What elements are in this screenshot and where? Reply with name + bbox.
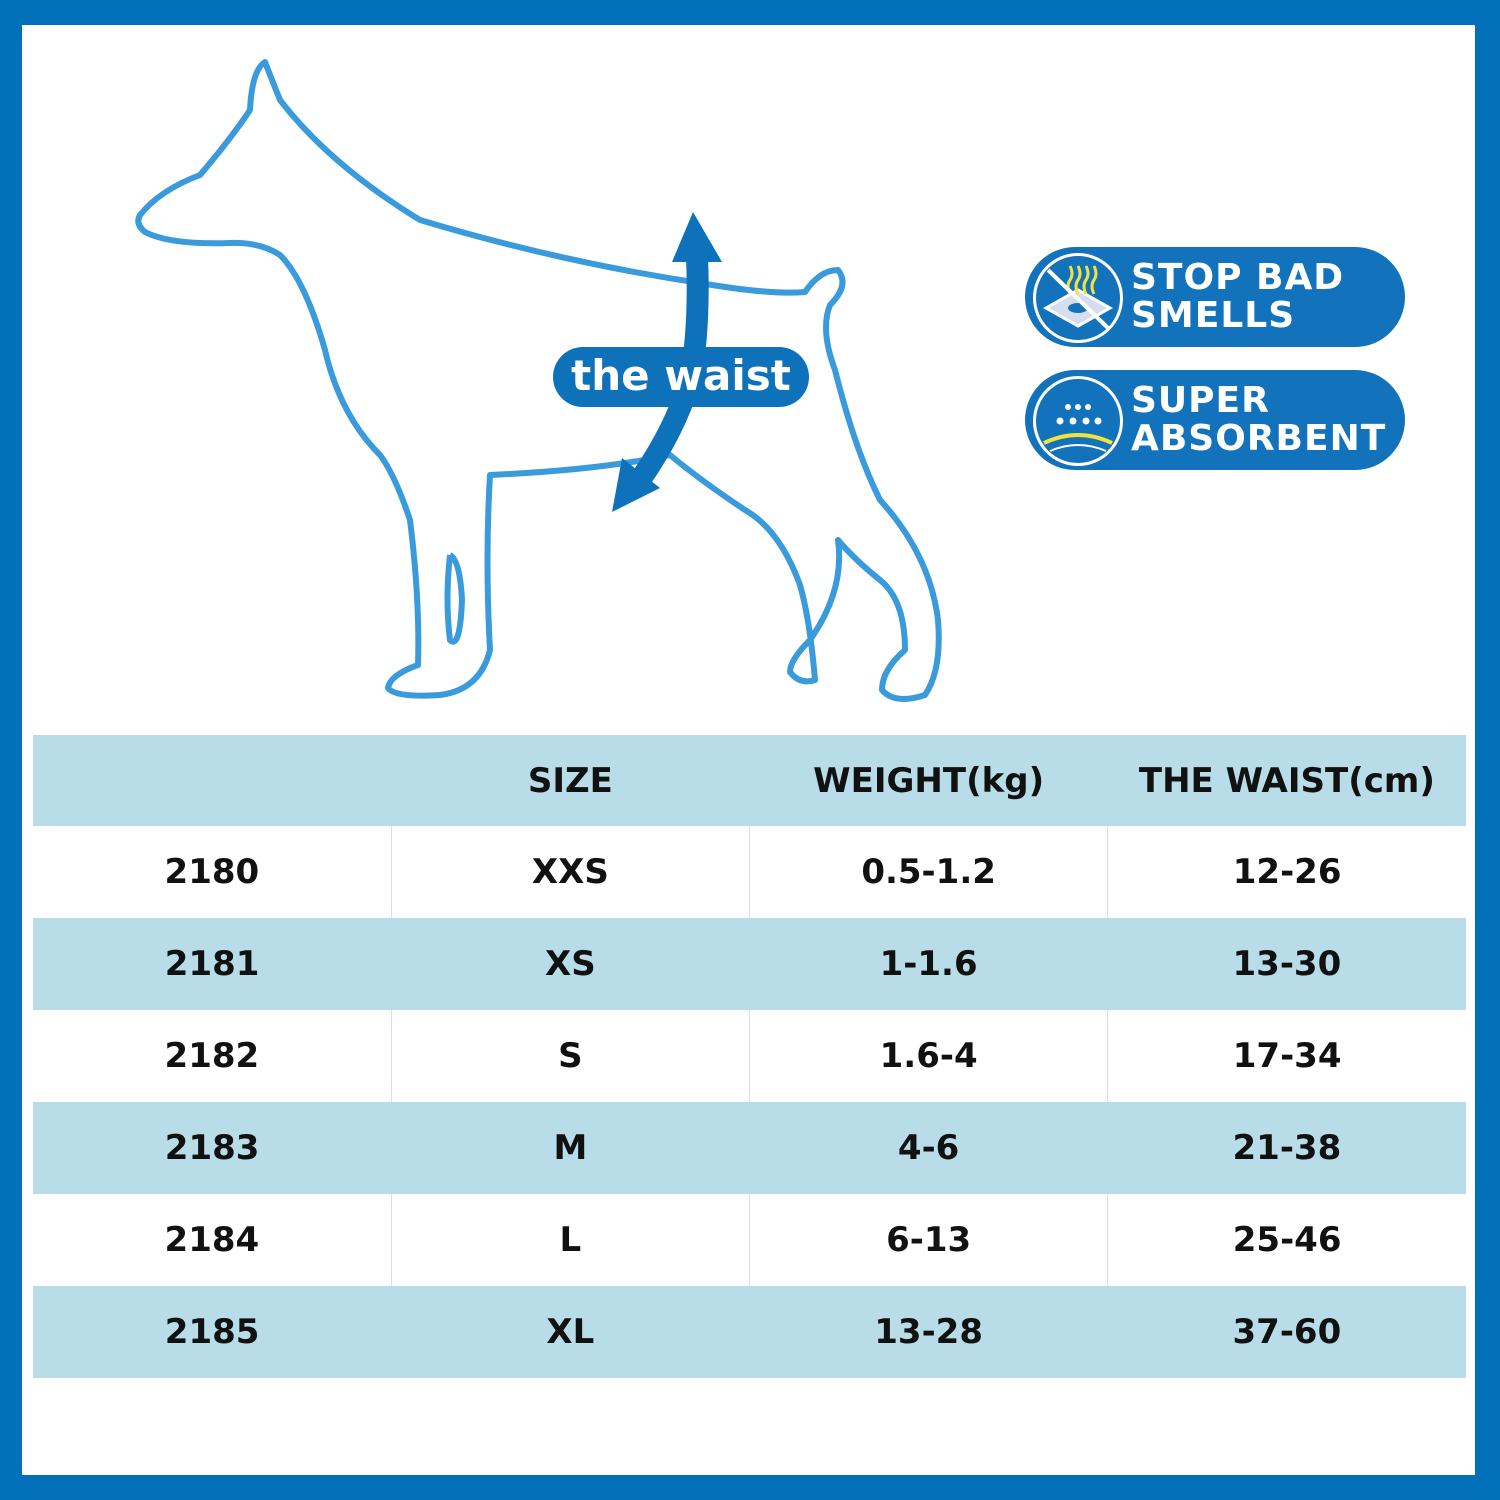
header-weight: WEIGHT(kg) (749, 735, 1108, 826)
table-row: 2185 XL 13-28 37-60 (33, 1286, 1466, 1378)
header-model (33, 735, 392, 826)
waist-label: the waist (553, 347, 809, 407)
table-row: 2180 XXS 0.5-1.2 12-26 (33, 826, 1466, 918)
cell-weight: 1.6-4 (748, 1010, 1108, 1102)
cell-waist: 25-46 (1107, 1194, 1466, 1286)
badge-line1: STOP BAD (1131, 257, 1345, 298)
cell-weight: 6-13 (748, 1194, 1108, 1286)
cell-model: 2185 (33, 1286, 392, 1378)
table-header-row: SIZE WEIGHT(kg) THE WAIST(cm) (33, 735, 1466, 826)
cell-size: XXS (390, 826, 750, 918)
size-table: SIZE WEIGHT(kg) THE WAIST(cm) 2180 XXS 0… (33, 735, 1466, 1378)
cell-model: 2183 (33, 1102, 392, 1194)
cell-model: 2181 (33, 918, 392, 1010)
cell-weight: 1-1.6 (749, 918, 1108, 1010)
badge-super-absorbent: SUPER ABSORBENT (1025, 370, 1405, 470)
badge-line1: SUPER (1131, 380, 1270, 421)
cell-size: S (390, 1010, 750, 1102)
cell-model: 2184 (164, 1220, 260, 1260)
cell-size: XL (391, 1286, 750, 1378)
arrow-head-up (672, 212, 722, 262)
no-smell-icon (1033, 253, 1123, 343)
arrow-head-down (612, 458, 660, 512)
badge-stop-bad-smells: STOP BAD SMELLS (1025, 247, 1405, 347)
cell-model: 2180 (164, 852, 260, 892)
front-leg-inner-line (444, 552, 466, 645)
cell-weight: 13-28 (749, 1286, 1108, 1378)
cell-size: XS (391, 918, 750, 1010)
badge-line2: SMELLS (1131, 295, 1296, 336)
badge-line2: ABSORBENT (1131, 418, 1387, 459)
cell-size: M (391, 1102, 750, 1194)
cell-waist: 17-34 (1107, 1010, 1466, 1102)
water-drops-icon (1033, 376, 1123, 466)
cell-waist: 12-26 (1107, 826, 1466, 918)
table-row: 2183 M 4-6 21-38 (33, 1102, 1466, 1194)
header-size: SIZE (391, 735, 750, 826)
cell-weight: 4-6 (749, 1102, 1108, 1194)
table-row: 2184 L 6-13 25-46 (33, 1194, 1466, 1286)
cell-size: L (390, 1194, 750, 1286)
cell-waist: 13-30 (1107, 918, 1466, 1010)
cell-waist: 21-38 (1107, 1102, 1466, 1194)
table-row: 2181 XS 1-1.6 13-30 (33, 918, 1466, 1010)
cell-waist: 37-60 (1107, 1286, 1466, 1378)
cell-model: 2182 (164, 1036, 260, 1076)
header-waist: THE WAIST(cm) (1107, 735, 1466, 826)
cell-weight: 0.5-1.2 (748, 826, 1108, 918)
table-row: 2182 S 1.6-4 17-34 (33, 1010, 1466, 1102)
dog-outline (135, 59, 942, 702)
